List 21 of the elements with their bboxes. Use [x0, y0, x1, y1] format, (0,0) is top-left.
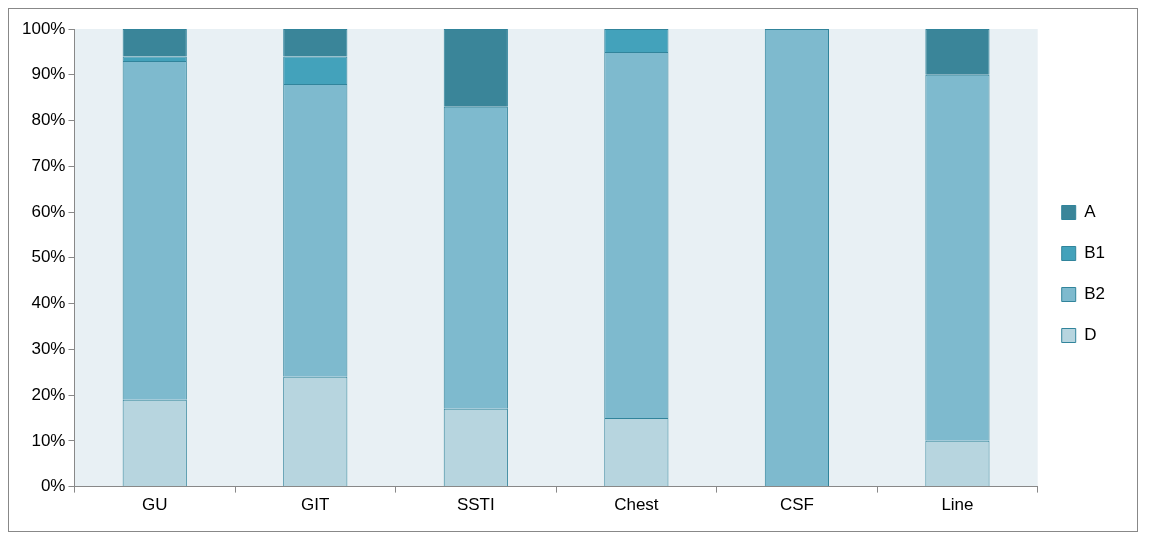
y-tick-label: 40%	[31, 293, 66, 313]
x-tick-label: Chest	[614, 495, 659, 515]
x-tick-label: Line	[941, 495, 974, 515]
legend-label: D	[1084, 325, 1097, 345]
x-tick-label: CSF	[779, 495, 814, 515]
y-tick-label: 30%	[31, 339, 66, 359]
y-tick-label: 10%	[31, 430, 66, 450]
x-tick-label: GIT	[301, 495, 330, 515]
y-tick-label: 60%	[31, 201, 66, 221]
y-tick-label: 0%	[40, 476, 66, 496]
legend-label: B1	[1084, 243, 1105, 263]
y-tick-label: 100%	[22, 18, 66, 38]
x-tick-label: GU	[142, 495, 168, 515]
x-tick-label: SSTI	[456, 495, 495, 515]
y-tick-label: 80%	[31, 110, 66, 130]
legend-label: B2	[1084, 284, 1105, 304]
y-tick-label: 50%	[31, 247, 66, 267]
y-tick-label: 20%	[31, 384, 66, 404]
y-tick-label: 90%	[31, 64, 66, 84]
y-tick-label: 70%	[31, 155, 66, 175]
legend-label: A	[1084, 202, 1097, 222]
